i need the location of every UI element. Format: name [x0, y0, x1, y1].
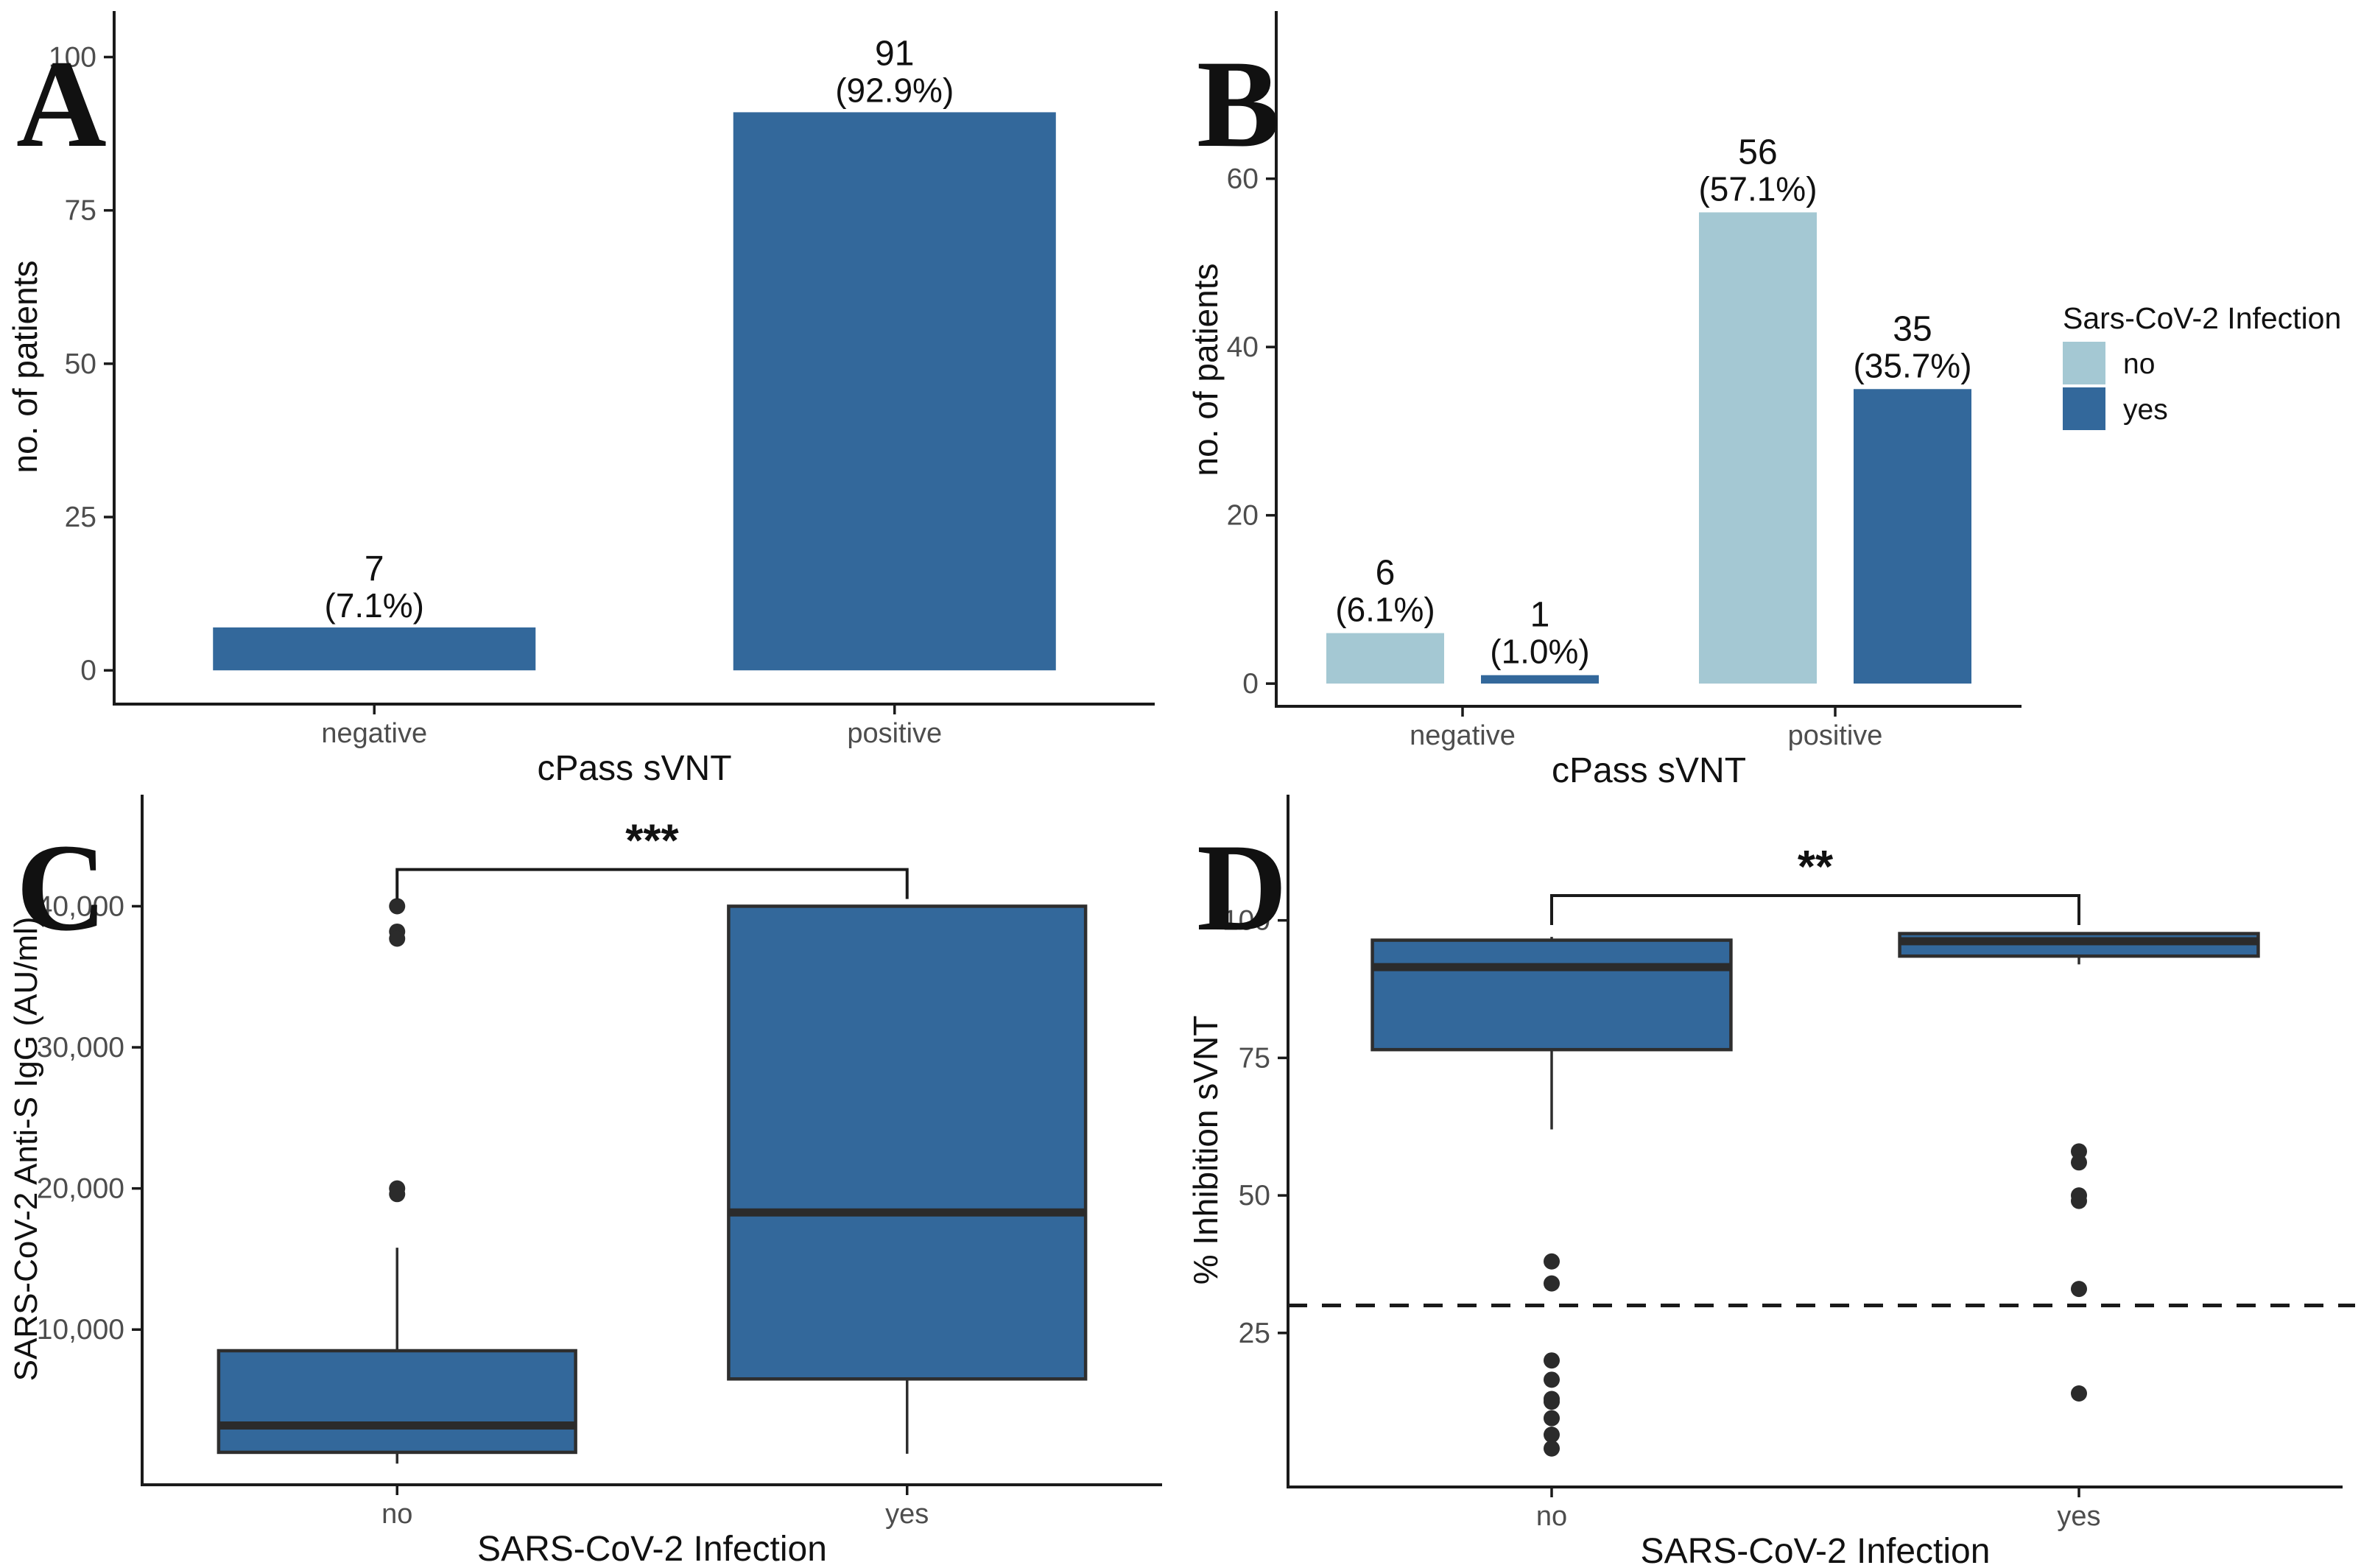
outlier-point-no: [1544, 1427, 1560, 1444]
y-tick-label: 0: [1242, 668, 1259, 700]
x-category-label: negative: [321, 718, 427, 749]
y-tick-label: 75: [1239, 1042, 1270, 1074]
y-tick-label: 25: [1239, 1318, 1270, 1349]
chart-a-bar-svg: 0 25 50 75 100 no. of patients cPass sVNT negat…: [6, 11, 1155, 784]
bar-negative-no: [1326, 633, 1444, 684]
y-axis-title: SARS-CoV-2 Anti-S IgG (AU/ml): [8, 917, 44, 1382]
legend-swatch-yes: [2063, 387, 2105, 430]
x-axis-title: cPass sVNT: [1552, 751, 1746, 784]
outlier-point-no: [389, 1186, 406, 1203]
bar-negative-yes: [1481, 675, 1599, 684]
significance-bracket: [1550, 894, 2080, 926]
bar-count-label: 35: [1893, 309, 1932, 348]
bar-positive: [733, 112, 1056, 671]
outlier-point-no: [1544, 1410, 1560, 1427]
y-tick-label: 20: [1227, 500, 1259, 532]
x-category-label: yes: [885, 1499, 929, 1530]
panel-b: 0 20 40 60 no. of patients cPass sVNT negative…: [1180, 0, 2361, 784]
y-tick-label: 100: [49, 41, 96, 73]
panel-a: 0 25 50 75 100 no. of patients cPass sVNT negat…: [0, 0, 1180, 784]
bar-count-label: 7: [365, 549, 384, 588]
outlier-point-yes: [2071, 1192, 2087, 1209]
outlier-point-yes: [2071, 1385, 2087, 1402]
bar-count-label: 6: [1376, 554, 1396, 593]
outlier-point-yes: [2071, 1281, 2087, 1298]
y-tick-label: 50: [65, 348, 96, 380]
x-category-label: no: [1536, 1501, 1567, 1532]
legend-label-yes: yes: [2123, 394, 2168, 426]
significance-stars: ***: [625, 816, 679, 867]
y-tick-label: 40,000: [37, 890, 124, 922]
y-axis-title: no. of patients: [6, 261, 44, 474]
outlier-point-no: [389, 898, 406, 915]
chart-b-grouped-bar-svg: 0 20 40 60 no. of patients cPass sVNT negative…: [1186, 11, 2341, 784]
legend-label-no: no: [2123, 348, 2155, 380]
x-axis-title: cPass sVNT: [537, 749, 731, 784]
x-category-label: positive: [847, 718, 942, 749]
bar-percent-label: (92.9%): [835, 71, 954, 109]
significance-bracket: [395, 868, 909, 899]
y-tick-label: 60: [1227, 164, 1259, 195]
bar-positive-no: [1699, 212, 1817, 684]
bar-percent-label: (57.1%): [1698, 169, 1817, 208]
bar-count-label: 56: [1738, 133, 1777, 172]
bar-percent-label: (7.1%): [325, 586, 424, 625]
x-axis-title: SARS-CoV-2 Infection: [477, 1530, 827, 1567]
y-tick-label: 30,000: [37, 1032, 124, 1064]
panel-d: 25 50 75 100 % Inhibition sVNT SARS-CoV-2 Inf…: [1180, 784, 2361, 1568]
outlier-point-no: [1544, 1275, 1560, 1292]
outlier-point-no: [389, 930, 406, 947]
x-category-label: negative: [1410, 720, 1516, 751]
panel-letter-b: B: [1197, 35, 1280, 173]
y-tick-label: 10,000: [37, 1314, 124, 1346]
y-tick-label: 25: [65, 502, 96, 533]
y-tick-label: 20,000: [37, 1173, 124, 1205]
x-category-label: yes: [2057, 1501, 2100, 1532]
panel-letter-a: A: [16, 35, 107, 173]
legend-title: Sars-CoV-2 Infection: [2063, 301, 2341, 335]
bar-positive-yes: [1854, 389, 1971, 684]
outlier-point-no: [1544, 1253, 1560, 1270]
outlier-point-no: [1544, 1440, 1560, 1457]
x-category-label: no: [381, 1499, 412, 1530]
legend-swatch-no: [2063, 342, 2105, 384]
bar-percent-label: (1.0%): [1490, 633, 1589, 671]
y-tick-label: 75: [65, 195, 96, 227]
panel-c: 10,000 20,000 30,000 40,000 SARS-CoV-2 Anti-…: [0, 784, 1180, 1568]
bar-negative: [213, 627, 536, 671]
y-tick-label: 50: [1239, 1180, 1270, 1212]
chart-d-boxplot-svg: 25 50 75 100 % Inhibition sVNT SARS-CoV-2 Inf…: [1186, 795, 2355, 1567]
y-axis-title: % Inhibition sVNT: [1186, 1016, 1225, 1285]
outlier-point-yes: [2071, 1154, 2087, 1171]
bar-count-label: 91: [875, 34, 914, 73]
outlier-point-no: [1544, 1393, 1560, 1410]
outlier-point-no: [1544, 1371, 1560, 1388]
y-tick-label: 100: [1222, 905, 1270, 937]
panel-letter-d: D: [1197, 818, 1287, 957]
bar-percent-label: (6.1%): [1335, 591, 1435, 629]
y-tick-label: 0: [80, 655, 96, 686]
y-axis-title: no. of patients: [1186, 264, 1225, 477]
box-no: [217, 1349, 577, 1455]
x-axis-title: SARS-CoV-2 Infection: [1641, 1532, 1991, 1567]
y-tick-label: 40: [1227, 331, 1259, 363]
box-no: [1370, 938, 1733, 1052]
panel-letter-c: C: [16, 818, 107, 957]
outlier-point-no: [1544, 1352, 1560, 1369]
bar-count-label: 1: [1530, 596, 1550, 635]
box-yes: [727, 904, 1088, 1381]
bar-percent-label: (35.7%): [1853, 346, 1971, 384]
x-category-label: positive: [1788, 720, 1883, 751]
significance-stars: **: [1798, 842, 1834, 893]
